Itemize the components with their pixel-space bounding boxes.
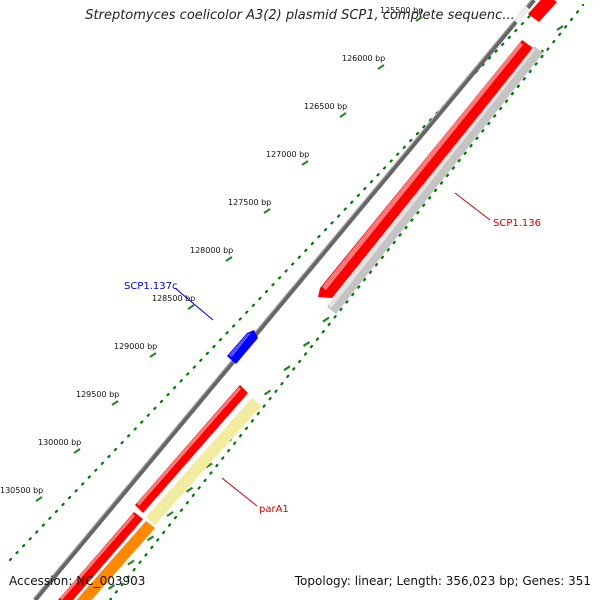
summary-text: Topology: linear; Length: 356,023 bp; Ge… bbox=[294, 574, 591, 588]
ruler-tick-mark bbox=[35, 496, 43, 502]
ruler-dash bbox=[185, 486, 194, 493]
ruler-tick-mark bbox=[225, 256, 233, 262]
label-connector-para1 bbox=[221, 477, 258, 507]
ruler-tick-mark bbox=[149, 352, 157, 358]
ruler-tick-label: 128500 bp bbox=[152, 294, 195, 303]
gene-feature-para1[interactable] bbox=[146, 398, 261, 525]
ruler-tick-label: 129500 bp bbox=[76, 390, 119, 399]
ruler-tick-mark bbox=[111, 400, 119, 406]
gene-feature-scp1-140[interactable] bbox=[72, 521, 155, 600]
ruler-dash bbox=[283, 365, 291, 372]
label-connector-scp1-136 bbox=[454, 192, 491, 221]
gene-feature-scp1-139[interactable] bbox=[58, 512, 143, 600]
gene-label-scp1-136[interactable]: SCP1.136 bbox=[493, 218, 541, 229]
ruler-dash bbox=[263, 389, 272, 396]
ruler-dash bbox=[322, 316, 330, 323]
gene-feature-scp1-133[interactable] bbox=[514, 6, 530, 24]
gene-feature-scp1-136[interactable] bbox=[327, 46, 543, 314]
ruler-tick-mark bbox=[301, 160, 309, 166]
ruler-tick-label: 126000 bp bbox=[342, 54, 385, 63]
accession-text: Accession: NC_003903 bbox=[9, 574, 146, 588]
gene-label-scp1-137c[interactable]: SCP1.137c bbox=[124, 281, 178, 292]
gene-feature-scp1-135[interactable] bbox=[318, 40, 533, 298]
ruler-dash bbox=[146, 535, 155, 542]
ruler-ticks: 125500 bp 126000 bp 126500 bp 127000 bp 1275… bbox=[0, 6, 423, 502]
ruler-tick-label: 130500 bp bbox=[0, 486, 43, 495]
ruler-tick-label: 125500 bp bbox=[380, 6, 423, 15]
ruler-dotted-line-right bbox=[108, 3, 585, 600]
ruler-tick-mark bbox=[377, 64, 385, 70]
label-connector-scp1-137c bbox=[174, 287, 214, 321]
ruler-tick-label: 127000 bp bbox=[266, 150, 309, 159]
ruler-tick-mark bbox=[73, 448, 81, 454]
gene-feature-scp1-138[interactable] bbox=[135, 385, 248, 513]
ruler-tick-label: 127500 bp bbox=[228, 198, 271, 207]
sequence-backbone bbox=[33, 0, 536, 600]
gene-feature-scp1-134[interactable] bbox=[528, 0, 557, 22]
ruler-tick-label: 130000 bp bbox=[38, 438, 81, 447]
ruler-tick-mark bbox=[339, 112, 347, 118]
ruler-tick-mark bbox=[187, 304, 195, 310]
ruler-dash bbox=[166, 511, 174, 517]
ruler-tick-label: 126500 bp bbox=[304, 102, 347, 111]
ruler-dash bbox=[205, 462, 213, 469]
ruler-tick-label: 128000 bp bbox=[190, 246, 233, 255]
sequence-backbone-highlight bbox=[33, 0, 533, 599]
ruler-dash bbox=[127, 559, 135, 566]
ruler-tick-mark bbox=[415, 16, 423, 22]
ruler-dash bbox=[107, 583, 116, 590]
ruler-dash bbox=[556, 25, 564, 31]
gene-label-para1[interactable]: parA1 bbox=[259, 504, 289, 515]
map-title: Streptomyces coelicolor A3(2) plasmid SC… bbox=[85, 8, 515, 23]
gene-feature-scp1-137c[interactable] bbox=[227, 330, 258, 364]
ruler-tick-mark bbox=[263, 208, 271, 214]
ruler-tick-label: 129000 bp bbox=[114, 342, 157, 351]
ruler-dash bbox=[302, 340, 311, 347]
